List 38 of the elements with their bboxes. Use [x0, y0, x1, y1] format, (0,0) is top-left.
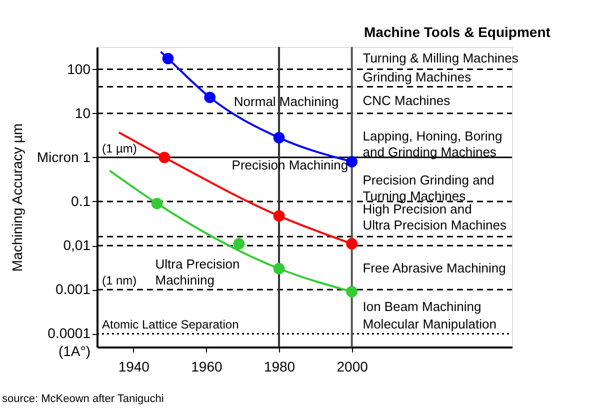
annotation: Free Abrasive Machining	[362, 260, 506, 276]
ref-line-label: (1 µm)	[102, 141, 137, 156]
source-note: source: McKeown after Taniguchi	[2, 393, 164, 405]
point	[273, 210, 285, 222]
point	[346, 286, 358, 298]
point	[158, 152, 170, 164]
y-axis-title: Machining Accuracy µm	[8, 123, 25, 272]
point	[273, 262, 285, 274]
annotation: Ultra Precision Machining	[155, 256, 240, 288]
y-tick-label: 0.0001 (1A°)	[48, 325, 91, 360]
annotation: Precision Grinding and Turning Machines	[362, 172, 494, 204]
x-tick-label: 1960	[191, 358, 222, 374]
y-tick-label: Micron 1	[36, 148, 91, 165]
point	[346, 238, 358, 250]
y-tick-label: 0.1	[71, 193, 91, 209]
ref-line-label: (1 nm)	[102, 274, 137, 288]
annotation: Normal Machining	[234, 94, 339, 110]
x-tick-label: 1980	[264, 358, 296, 374]
point	[151, 198, 163, 210]
annotation: Grinding Machines	[362, 70, 472, 85]
chart-title: Machine Tools & Equipment	[364, 24, 551, 40]
y-tick-label: 0,01	[63, 237, 91, 254]
annotation: Lapping, Honing, Boring and Grinding Machines	[362, 128, 502, 160]
point	[346, 156, 358, 168]
x-tick-label: 2000	[336, 358, 368, 374]
y-tick-label: 100	[67, 60, 91, 77]
annotation: Molecular Manipulation	[362, 316, 496, 332]
point	[273, 132, 285, 144]
y-tick-label: 10	[74, 104, 91, 121]
annotation: CNC Machines	[362, 93, 451, 108]
point	[162, 52, 174, 64]
annotation: Turning & Milling Machines	[362, 50, 519, 66]
point	[233, 238, 245, 250]
y-tick-label: 0.001	[55, 281, 91, 298]
annotation: Ion Beam Machining	[362, 299, 482, 314]
point	[204, 92, 216, 104]
ref-line-label: Atomic Lattice Separation	[102, 318, 239, 332]
x-tick-label: 1940	[118, 358, 150, 374]
